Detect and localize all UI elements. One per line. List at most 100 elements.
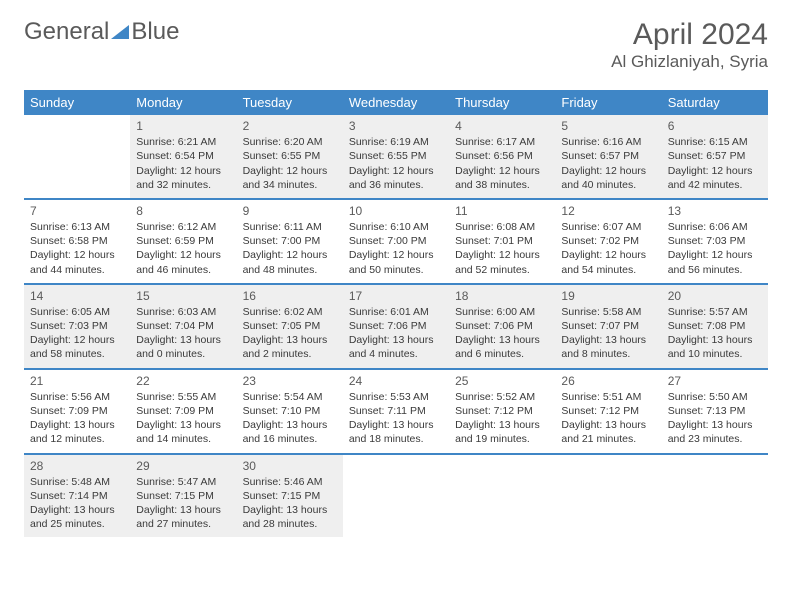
- daylight-line: Daylight: 12 hours and 58 minutes.: [30, 333, 124, 361]
- sunrise-line: Sunrise: 5:51 AM: [561, 390, 655, 404]
- day-number: 11: [455, 203, 549, 219]
- calendar-day: 12Sunrise: 6:07 AMSunset: 7:02 PMDayligh…: [555, 199, 661, 284]
- sunset-line: Sunset: 7:09 PM: [30, 404, 124, 418]
- day-header: Wednesday: [343, 90, 449, 115]
- sunrise-line: Sunrise: 6:05 AM: [30, 305, 124, 319]
- calendar-week: 28Sunrise: 5:48 AMSunset: 7:14 PMDayligh…: [24, 454, 768, 538]
- header-bar: General Blue April 2024 Al Ghizlaniyah, …: [24, 18, 768, 72]
- daylight-line: Daylight: 13 hours and 0 minutes.: [136, 333, 230, 361]
- daylight-line: Daylight: 13 hours and 23 minutes.: [668, 418, 762, 446]
- day-number: 29: [136, 458, 230, 474]
- day-number: 2: [243, 118, 337, 134]
- sunset-line: Sunset: 7:15 PM: [136, 489, 230, 503]
- calendar-day: 1Sunrise: 6:21 AMSunset: 6:54 PMDaylight…: [130, 115, 236, 199]
- daylight-line: Daylight: 13 hours and 28 minutes.: [243, 503, 337, 531]
- day-number: 7: [30, 203, 124, 219]
- calendar-day: 4Sunrise: 6:17 AMSunset: 6:56 PMDaylight…: [449, 115, 555, 199]
- daylight-line: Daylight: 13 hours and 2 minutes.: [243, 333, 337, 361]
- sunrise-line: Sunrise: 6:08 AM: [455, 220, 549, 234]
- title-month: April 2024: [611, 18, 768, 52]
- calendar-week: 1Sunrise: 6:21 AMSunset: 6:54 PMDaylight…: [24, 115, 768, 199]
- sunrise-line: Sunrise: 6:19 AM: [349, 135, 443, 149]
- calendar-empty: [555, 454, 661, 538]
- sunrise-line: Sunrise: 5:57 AM: [668, 305, 762, 319]
- calendar-day: 24Sunrise: 5:53 AMSunset: 7:11 PMDayligh…: [343, 369, 449, 454]
- sunset-line: Sunset: 6:56 PM: [455, 149, 549, 163]
- calendar-day: 5Sunrise: 6:16 AMSunset: 6:57 PMDaylight…: [555, 115, 661, 199]
- sunset-line: Sunset: 7:00 PM: [243, 234, 337, 248]
- daylight-line: Daylight: 13 hours and 14 minutes.: [136, 418, 230, 446]
- sunrise-line: Sunrise: 6:21 AM: [136, 135, 230, 149]
- daylight-line: Daylight: 12 hours and 38 minutes.: [455, 164, 549, 192]
- sunrise-line: Sunrise: 6:00 AM: [455, 305, 549, 319]
- sunrise-line: Sunrise: 6:15 AM: [668, 135, 762, 149]
- brand-part2: Blue: [131, 18, 179, 46]
- sunset-line: Sunset: 7:05 PM: [243, 319, 337, 333]
- calendar-day: 28Sunrise: 5:48 AMSunset: 7:14 PMDayligh…: [24, 454, 130, 538]
- sunrise-line: Sunrise: 5:52 AM: [455, 390, 549, 404]
- daylight-line: Daylight: 12 hours and 42 minutes.: [668, 164, 762, 192]
- title-block: April 2024 Al Ghizlaniyah, Syria: [611, 18, 768, 72]
- daylight-line: Daylight: 13 hours and 27 minutes.: [136, 503, 230, 531]
- day-number: 21: [30, 373, 124, 389]
- calendar-day: 25Sunrise: 5:52 AMSunset: 7:12 PMDayligh…: [449, 369, 555, 454]
- day-number: 5: [561, 118, 655, 134]
- day-number: 28: [30, 458, 124, 474]
- daylight-line: Daylight: 13 hours and 8 minutes.: [561, 333, 655, 361]
- daylight-line: Daylight: 12 hours and 46 minutes.: [136, 248, 230, 276]
- sunrise-line: Sunrise: 5:56 AM: [30, 390, 124, 404]
- calendar-empty: [343, 454, 449, 538]
- daylight-line: Daylight: 12 hours and 50 minutes.: [349, 248, 443, 276]
- sunset-line: Sunset: 7:13 PM: [668, 404, 762, 418]
- calendar-day: 3Sunrise: 6:19 AMSunset: 6:55 PMDaylight…: [343, 115, 449, 199]
- day-header: Saturday: [662, 90, 768, 115]
- calendar-day: 14Sunrise: 6:05 AMSunset: 7:03 PMDayligh…: [24, 284, 130, 369]
- calendar-empty: [24, 115, 130, 199]
- day-number: 8: [136, 203, 230, 219]
- daylight-line: Daylight: 12 hours and 36 minutes.: [349, 164, 443, 192]
- sunset-line: Sunset: 6:57 PM: [668, 149, 762, 163]
- sunset-line: Sunset: 6:57 PM: [561, 149, 655, 163]
- sunrise-line: Sunrise: 6:10 AM: [349, 220, 443, 234]
- sunset-line: Sunset: 7:12 PM: [455, 404, 549, 418]
- day-header: Friday: [555, 90, 661, 115]
- day-number: 25: [455, 373, 549, 389]
- calendar-day: 21Sunrise: 5:56 AMSunset: 7:09 PMDayligh…: [24, 369, 130, 454]
- calendar-day: 13Sunrise: 6:06 AMSunset: 7:03 PMDayligh…: [662, 199, 768, 284]
- sunrise-line: Sunrise: 5:58 AM: [561, 305, 655, 319]
- daylight-line: Daylight: 13 hours and 10 minutes.: [668, 333, 762, 361]
- sunset-line: Sunset: 7:12 PM: [561, 404, 655, 418]
- day-number: 23: [243, 373, 337, 389]
- day-number: 20: [668, 288, 762, 304]
- day-number: 22: [136, 373, 230, 389]
- sunrise-line: Sunrise: 5:50 AM: [668, 390, 762, 404]
- calendar-head: SundayMondayTuesdayWednesdayThursdayFrid…: [24, 90, 768, 115]
- sunset-line: Sunset: 7:07 PM: [561, 319, 655, 333]
- sunset-line: Sunset: 7:01 PM: [455, 234, 549, 248]
- sunset-line: Sunset: 7:04 PM: [136, 319, 230, 333]
- daylight-line: Daylight: 12 hours and 40 minutes.: [561, 164, 655, 192]
- sunrise-line: Sunrise: 6:12 AM: [136, 220, 230, 234]
- day-number: 1: [136, 118, 230, 134]
- day-number: 3: [349, 118, 443, 134]
- day-number: 30: [243, 458, 337, 474]
- sunrise-line: Sunrise: 5:47 AM: [136, 475, 230, 489]
- calendar-week: 7Sunrise: 6:13 AMSunset: 6:58 PMDaylight…: [24, 199, 768, 284]
- sunrise-line: Sunrise: 5:48 AM: [30, 475, 124, 489]
- title-location: Al Ghizlaniyah, Syria: [611, 52, 768, 72]
- calendar-day: 11Sunrise: 6:08 AMSunset: 7:01 PMDayligh…: [449, 199, 555, 284]
- sunset-line: Sunset: 7:00 PM: [349, 234, 443, 248]
- calendar-day: 6Sunrise: 6:15 AMSunset: 6:57 PMDaylight…: [662, 115, 768, 199]
- sunrise-line: Sunrise: 6:01 AM: [349, 305, 443, 319]
- daylight-line: Daylight: 12 hours and 52 minutes.: [455, 248, 549, 276]
- calendar-day: 29Sunrise: 5:47 AMSunset: 7:15 PMDayligh…: [130, 454, 236, 538]
- sunrise-line: Sunrise: 6:17 AM: [455, 135, 549, 149]
- sunset-line: Sunset: 7:03 PM: [668, 234, 762, 248]
- brand-part1: General: [24, 18, 109, 46]
- calendar-table: SundayMondayTuesdayWednesdayThursdayFrid…: [24, 90, 768, 537]
- calendar-day: 9Sunrise: 6:11 AMSunset: 7:00 PMDaylight…: [237, 199, 343, 284]
- day-number: 24: [349, 373, 443, 389]
- calendar-day: 8Sunrise: 6:12 AMSunset: 6:59 PMDaylight…: [130, 199, 236, 284]
- daylight-line: Daylight: 13 hours and 18 minutes.: [349, 418, 443, 446]
- day-header: Sunday: [24, 90, 130, 115]
